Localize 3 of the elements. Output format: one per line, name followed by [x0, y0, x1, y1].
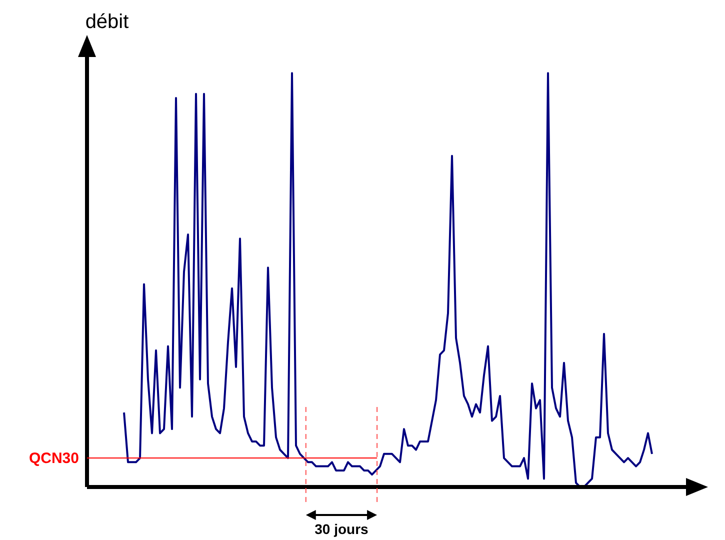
text: 30 jours [314, 521, 369, 537]
y-axis-title: débit [85, 11, 130, 33]
ref-line-label: QCN30 [28, 450, 79, 468]
